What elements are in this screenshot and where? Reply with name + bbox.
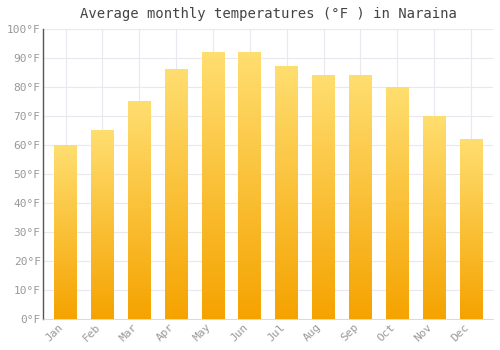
- Title: Average monthly temperatures (°F ) in Naraina: Average monthly temperatures (°F ) in Na…: [80, 7, 456, 21]
